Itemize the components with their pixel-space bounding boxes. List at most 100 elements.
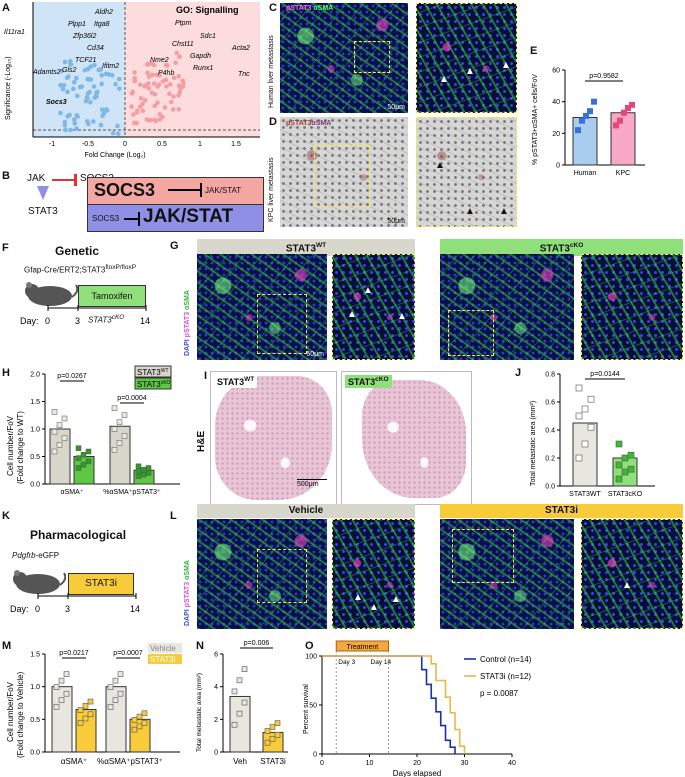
gene-label: Zfp36l2 bbox=[72, 33, 96, 40]
volcano-point-down bbox=[110, 130, 116, 136]
socs3-box-big: SOCS3 bbox=[94, 180, 156, 200]
x-tick-label: KPC bbox=[616, 170, 630, 177]
data-point bbox=[58, 697, 65, 704]
data-point bbox=[112, 697, 119, 704]
bar bbox=[610, 112, 636, 166]
arrowhead-icon: ▲ bbox=[465, 66, 475, 77]
data-point bbox=[51, 428, 58, 435]
y-tick-label: 0.2 bbox=[545, 456, 555, 463]
panel-label-i: I bbox=[204, 370, 208, 382]
data-point bbox=[579, 117, 585, 124]
y-tick-label: 0.0 bbox=[30, 482, 40, 489]
volcano-point-down bbox=[84, 95, 90, 100]
volcano-point-up bbox=[176, 106, 182, 112]
y-tick-label: 2.0 bbox=[30, 372, 40, 379]
data-point bbox=[75, 455, 82, 461]
legend-stat3i-swatch bbox=[148, 654, 182, 664]
volcano-point-down bbox=[115, 131, 121, 137]
p-value-label: p=0.0217 bbox=[59, 650, 88, 657]
scale-bar-label: 50μm bbox=[387, 218, 405, 225]
volcano-point-down bbox=[92, 62, 97, 68]
socs3-box-small: SOCS3 bbox=[92, 214, 120, 223]
data-point bbox=[58, 677, 65, 684]
arrowhead-icon: ▲ bbox=[353, 592, 363, 603]
data-point bbox=[121, 433, 128, 439]
y-tick-label: 2 bbox=[214, 717, 218, 724]
panel-label-g: G bbox=[170, 240, 179, 252]
volcano-point-up bbox=[180, 84, 186, 89]
g-side-label: DAPI pSTAT3 αSMA bbox=[184, 290, 191, 356]
data-point bbox=[116, 440, 123, 446]
volcano-point-up bbox=[176, 73, 182, 79]
arrowhead-icon: ▲ bbox=[622, 580, 632, 591]
volcano-point-down bbox=[71, 86, 76, 92]
volcano-point-up bbox=[149, 61, 154, 66]
jakstat-box-big: JAK/STAT bbox=[143, 206, 234, 227]
data-point bbox=[241, 699, 248, 706]
panel-label-h: H bbox=[2, 367, 10, 379]
reporter-label: Pdgfrb bbox=[12, 551, 36, 560]
volcano-point-down bbox=[99, 107, 105, 112]
y-tick-label: 0.0 bbox=[545, 484, 555, 491]
volcano-point-down bbox=[101, 110, 107, 116]
data-point bbox=[131, 717, 138, 723]
volcano-point-up bbox=[171, 94, 176, 99]
volcano-point-up bbox=[138, 96, 144, 101]
data-point bbox=[231, 721, 238, 728]
data-point bbox=[264, 739, 271, 746]
data-point bbox=[136, 723, 143, 730]
panel-label-c: C bbox=[269, 2, 277, 14]
vehicle-micrograph bbox=[197, 519, 327, 629]
kpc-side-label: KPC liver metastasis bbox=[268, 157, 275, 222]
y-tick-label: 0.0 bbox=[30, 750, 40, 757]
chart-o: 0 50 100 0 10 20 30 40 Treatment Day 3 Day 14 Contr… bbox=[303, 640, 532, 777]
volcano-point-down bbox=[62, 119, 68, 125]
scale-bar-label: 50μm bbox=[306, 351, 324, 358]
chart-m: 0.0 0.5 1.0 1.5 αSMA⁺ %αSMA⁺pSTAT3⁺ p=0.0217 p=… bbox=[6, 643, 182, 766]
y-tick-label: 0.5 bbox=[30, 454, 40, 461]
wt-header: STAT3WT bbox=[197, 239, 415, 257]
y-tick-label: 1.0 bbox=[30, 427, 40, 434]
p-value-label: p=0.9582 bbox=[589, 73, 618, 80]
data-point bbox=[274, 732, 281, 738]
scale-bar-label: 500μm bbox=[297, 481, 319, 488]
p-value-label: p=0.0267 bbox=[57, 373, 86, 380]
data-point bbox=[61, 415, 68, 422]
volcano-point-down bbox=[91, 119, 96, 124]
survival-curve bbox=[322, 655, 456, 754]
gene-label: Chst11 bbox=[172, 41, 194, 48]
data-point bbox=[87, 698, 94, 705]
panel-label-f: F bbox=[2, 242, 9, 254]
arrowhead-icon: ▲ bbox=[439, 74, 449, 85]
legend-cko: STAT3cKO bbox=[137, 380, 171, 389]
arrowhead-icon: ▲ bbox=[363, 285, 373, 296]
y-tick-label: 60 bbox=[552, 68, 560, 75]
y-tick-label: 0.5 bbox=[30, 717, 40, 724]
gene-label: Gapdh bbox=[190, 53, 211, 60]
volcano-point-down bbox=[60, 86, 66, 92]
pharm-title: Pharmacological bbox=[30, 528, 127, 542]
y-tick-label: 40 bbox=[552, 99, 560, 106]
tamoxifen-box: Tamoxifen bbox=[78, 285, 146, 307]
data-point bbox=[615, 461, 623, 469]
x-tick-label: αSMA⁺ bbox=[61, 489, 84, 496]
legend-vehicle: Vehicle bbox=[150, 644, 176, 653]
gene-label: Runx1 bbox=[193, 65, 213, 72]
x-tick-label: STAT3WT bbox=[569, 491, 601, 498]
volcano-point-down bbox=[99, 81, 104, 87]
volcano-point-down bbox=[94, 94, 99, 99]
volcano-point-up bbox=[177, 54, 182, 59]
data-point bbox=[80, 452, 87, 458]
down-arrow-icon bbox=[37, 186, 49, 200]
volcano-point-down bbox=[74, 126, 79, 131]
data-point bbox=[121, 412, 128, 418]
genotype-label: Gfap-Cre/ERT2;STAT3 bbox=[24, 265, 106, 275]
y-tick-label: 4 bbox=[214, 684, 218, 691]
wt-micrograph: 50μm bbox=[197, 254, 327, 360]
data-point bbox=[53, 703, 60, 710]
panel-label-b: B bbox=[2, 170, 10, 182]
p-value-label: p=0.0144 bbox=[590, 371, 619, 378]
survival-pval: p = 0.0087 bbox=[480, 689, 519, 698]
chart-n: 0 2 4 6 Veh STAT3i p=0.006 Total metastatic are… bbox=[196, 640, 288, 766]
x-tick-label: Human bbox=[574, 170, 597, 177]
